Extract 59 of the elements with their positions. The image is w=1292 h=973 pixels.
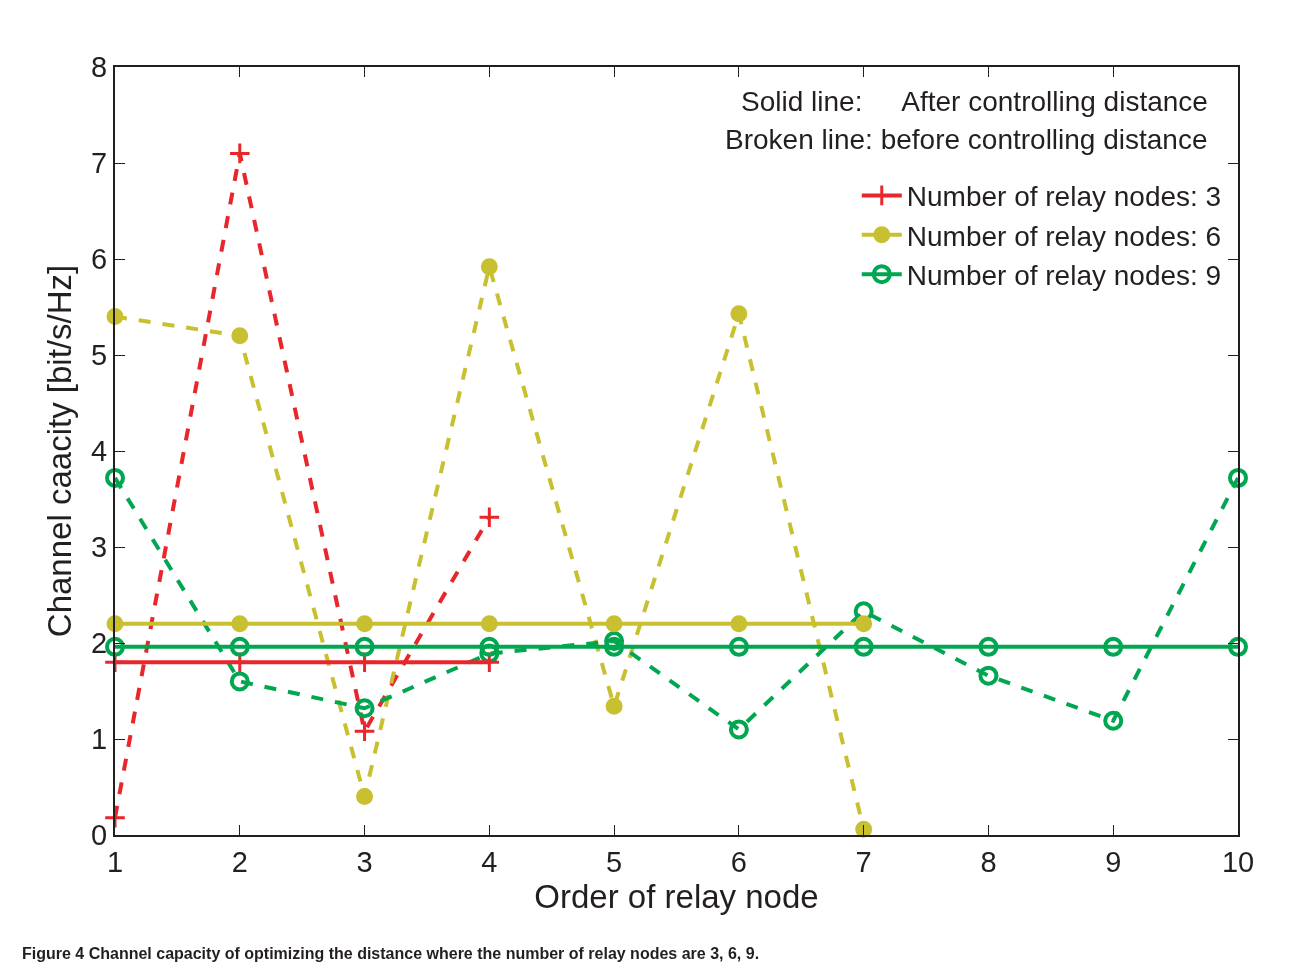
point bbox=[105, 636, 125, 657]
y-tick-label: 3 bbox=[91, 531, 108, 564]
point bbox=[353, 720, 376, 743]
point bbox=[605, 615, 623, 633]
point bbox=[356, 615, 374, 633]
y-tick-label: 1 bbox=[91, 723, 108, 756]
point bbox=[229, 671, 250, 692]
point bbox=[978, 636, 999, 657]
point bbox=[354, 636, 375, 657]
point bbox=[728, 636, 749, 657]
point bbox=[231, 327, 249, 345]
y-tick-label: 0 bbox=[91, 819, 108, 852]
y-tick-label: 8 bbox=[91, 51, 108, 84]
point bbox=[356, 788, 374, 806]
x-tick-label: 6 bbox=[730, 845, 747, 878]
x-tick-label: 7 bbox=[855, 845, 872, 878]
point bbox=[730, 305, 748, 323]
x-tick-label: 3 bbox=[356, 845, 373, 878]
y-tick-label: 6 bbox=[91, 243, 108, 276]
point bbox=[478, 505, 501, 529]
x-axis-title: Order of relay node bbox=[534, 877, 819, 915]
point bbox=[354, 698, 375, 719]
point bbox=[605, 697, 623, 715]
point bbox=[978, 665, 999, 686]
x-tick-label: 2 bbox=[231, 845, 248, 878]
y-tick-label: 4 bbox=[91, 435, 108, 468]
point bbox=[480, 615, 498, 633]
x-tick-label: 9 bbox=[1105, 845, 1122, 878]
point bbox=[728, 719, 749, 740]
y-tick-label: 5 bbox=[91, 339, 108, 372]
point bbox=[229, 636, 250, 657]
y-tick-label: 7 bbox=[91, 147, 108, 180]
annotation: Solid line: After controlling distance bbox=[741, 86, 1208, 117]
point bbox=[853, 601, 874, 622]
point bbox=[228, 142, 252, 165]
x-tick-label: 8 bbox=[980, 845, 997, 878]
legend-label: Number of relay nodes: 9 bbox=[906, 260, 1222, 292]
x-tick-label: 10 bbox=[1221, 845, 1255, 878]
point bbox=[1103, 636, 1124, 657]
point bbox=[105, 467, 125, 488]
x-tick-label: 5 bbox=[606, 845, 623, 878]
point bbox=[480, 258, 498, 276]
annotation: Broken line: before controlling distance bbox=[725, 124, 1208, 155]
legend-label: Number of relay nodes: 6 bbox=[906, 220, 1222, 252]
point bbox=[1228, 636, 1248, 657]
legend-label: Number of relay nodes: 3 bbox=[906, 181, 1222, 213]
caption: Figure 4 Channel capacity of optimizing the distance where the number of relay nodes are 3, 6, 9. bbox=[22, 945, 760, 962]
point bbox=[231, 615, 249, 633]
point bbox=[1103, 710, 1124, 731]
x-tick-label: 4 bbox=[481, 845, 498, 878]
point bbox=[853, 636, 874, 657]
point bbox=[730, 615, 748, 633]
point bbox=[1228, 467, 1248, 488]
point bbox=[604, 636, 625, 657]
point bbox=[855, 615, 873, 633]
point bbox=[479, 636, 500, 657]
point bbox=[604, 631, 625, 652]
y-tick-label: 2 bbox=[91, 627, 108, 660]
y-axis-title: Channel caacity [bit/s/Hz] bbox=[40, 264, 78, 638]
